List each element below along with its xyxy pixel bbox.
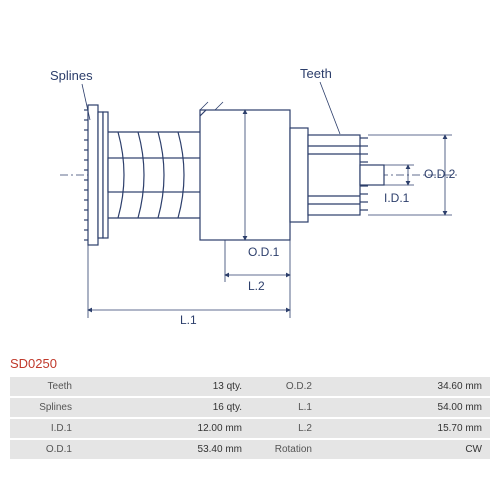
table-row: O.D.1 53.40 mm Rotation CW [10,440,490,459]
spec-label: Teeth [10,377,80,396]
label-teeth: Teeth [300,66,332,81]
label-l1: L.1 [180,313,197,327]
spec-value: 53.40 mm [80,440,250,459]
spec-table-body: Teeth 13 qty. O.D.2 34.60 mm Splines 16 … [10,377,490,459]
spec-label: O.D.2 [250,377,320,396]
spec-label: Splines [10,398,80,417]
label-od1: O.D.1 [248,245,280,259]
label-splines: Splines [50,68,93,83]
spec-value: 13 qty. [80,377,250,396]
spec-label: I.D.1 [10,419,80,438]
spec-value: 12.00 mm [80,419,250,438]
label-l2: L.2 [248,279,265,293]
part-code: SD0250 [0,350,500,375]
spec-label: Rotation [250,440,320,459]
table-row: I.D.1 12.00 mm L.2 15.70 mm [10,419,490,438]
spec-value: 16 qty. [80,398,250,417]
spec-label: L.1 [250,398,320,417]
label-id1: I.D.1 [384,191,410,205]
spec-label: O.D.1 [10,440,80,459]
spec-table: Teeth 13 qty. O.D.2 34.60 mm Splines 16 … [10,375,490,461]
table-row: Teeth 13 qty. O.D.2 34.60 mm [10,377,490,396]
table-row: Splines 16 qty. L.1 54.00 mm [10,398,490,417]
spec-value: 54.00 mm [320,398,490,417]
technical-diagram: Splines Teeth O.D.1 O.D.2 I.D.1 L.2 L.1 [0,0,500,350]
spec-value: 15.70 mm [320,419,490,438]
spec-value: CW [320,440,490,459]
label-od2: O.D.2 [424,167,456,181]
spec-label: L.2 [250,419,320,438]
spec-value: 34.60 mm [320,377,490,396]
